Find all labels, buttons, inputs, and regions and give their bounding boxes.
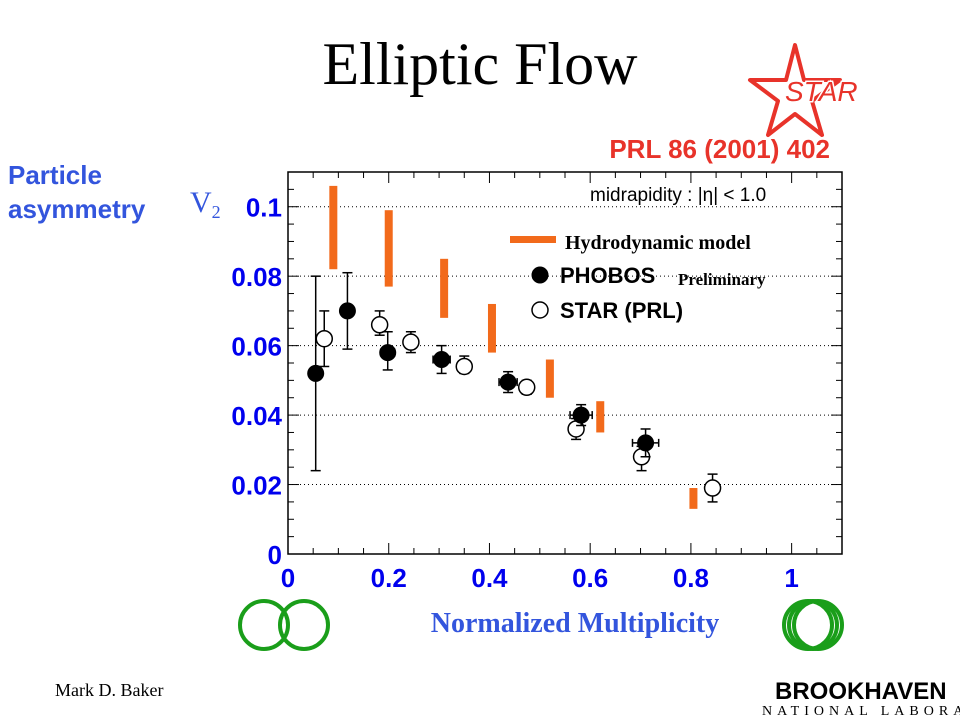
y-label-line-2: asymmetry: [8, 194, 146, 224]
green-ring-right-3: [792, 599, 844, 651]
star-logo-star-shape: [748, 43, 842, 137]
green-ring-left-1: [238, 599, 290, 651]
midrapidity-annotation: midrapidity : |η| < 1.0: [590, 185, 766, 206]
hydro-band-1: [384, 210, 393, 287]
bnl-logo-line2: NATIONAL LABORATORY: [762, 704, 960, 719]
phobos-point-5: [572, 406, 590, 424]
y-tick-label-2: 0.04: [231, 401, 282, 431]
legend-star-label: STAR (PRL): [560, 298, 683, 323]
legend-hydro-swatch: [510, 236, 556, 243]
plot-frame: [287, 171, 843, 555]
phobos-point-1: [338, 302, 356, 320]
x-tick-label-2: 0.4: [471, 563, 508, 593]
author-name: Mark D. Baker: [55, 680, 164, 700]
star-point-2: [402, 333, 420, 351]
hydro-band-2: [440, 258, 449, 318]
brookhaven-logo: BROOKHAVEN NATIONAL LABORATORY: [762, 678, 960, 719]
x-tick-label-0: 0: [281, 563, 295, 593]
star-point-4: [517, 378, 536, 397]
y-tick-label-5: 0.1: [246, 193, 282, 223]
particle-asymmetry-label: Particle asymmetry: [8, 158, 145, 226]
y-axis-v2-label: V2: [190, 186, 221, 222]
hydro-band-3: [487, 303, 496, 353]
phobos-point-6: [637, 434, 655, 452]
star-point-1: [370, 316, 389, 334]
y-tick-label-3: 0.06: [231, 332, 282, 362]
x-tick-label-3: 0.6: [572, 563, 608, 593]
hydro-band-6: [689, 488, 698, 509]
phobos-point-4: [499, 373, 517, 391]
circle-logos: [238, 599, 844, 651]
star-logo: STAR: [748, 43, 859, 137]
green-ring-right-1: [782, 599, 834, 651]
phobos-point-2: [379, 344, 397, 362]
green-ring-right-2: [787, 599, 839, 651]
legend-phobos-label: PHOBOS: [560, 263, 655, 288]
slide-title: Elliptic Flow: [322, 31, 638, 97]
x-tick-label-1: 0.2: [371, 563, 407, 593]
star-point-3: [455, 357, 474, 376]
bnl-logo-line1: BROOKHAVEN: [775, 678, 947, 705]
phobos-point-0: [307, 364, 325, 382]
green-ring-left-2: [278, 599, 330, 651]
y-label-line-1: Particle: [8, 160, 102, 190]
legend-preliminary-label: Preliminary: [678, 270, 766, 289]
x-axis-label: Normalized Multiplicity: [430, 608, 720, 639]
star-point-0: [315, 329, 334, 348]
x-tick-label-5: 1: [784, 563, 798, 593]
legend-phobos-marker: [531, 266, 549, 284]
hydro-band-5: [596, 401, 605, 433]
y-tick-label-1: 0.02: [231, 471, 282, 501]
hydro-band-4: [545, 359, 554, 398]
legend-star-marker: [531, 301, 549, 319]
reference-citation: PRL 86 (2001) 402: [609, 134, 830, 164]
hydro-band-0: [329, 185, 338, 270]
y-tick-label-0: 0: [268, 540, 282, 570]
star-logo-text: STAR: [785, 76, 858, 107]
y-tick-label-4: 0.08: [231, 262, 282, 292]
phobos-point-3: [433, 351, 451, 369]
x-tick-label-4: 0.8: [673, 563, 709, 593]
legend-hydro-label: Hydrodynamic model: [565, 232, 751, 254]
star-point-7: [703, 479, 722, 497]
